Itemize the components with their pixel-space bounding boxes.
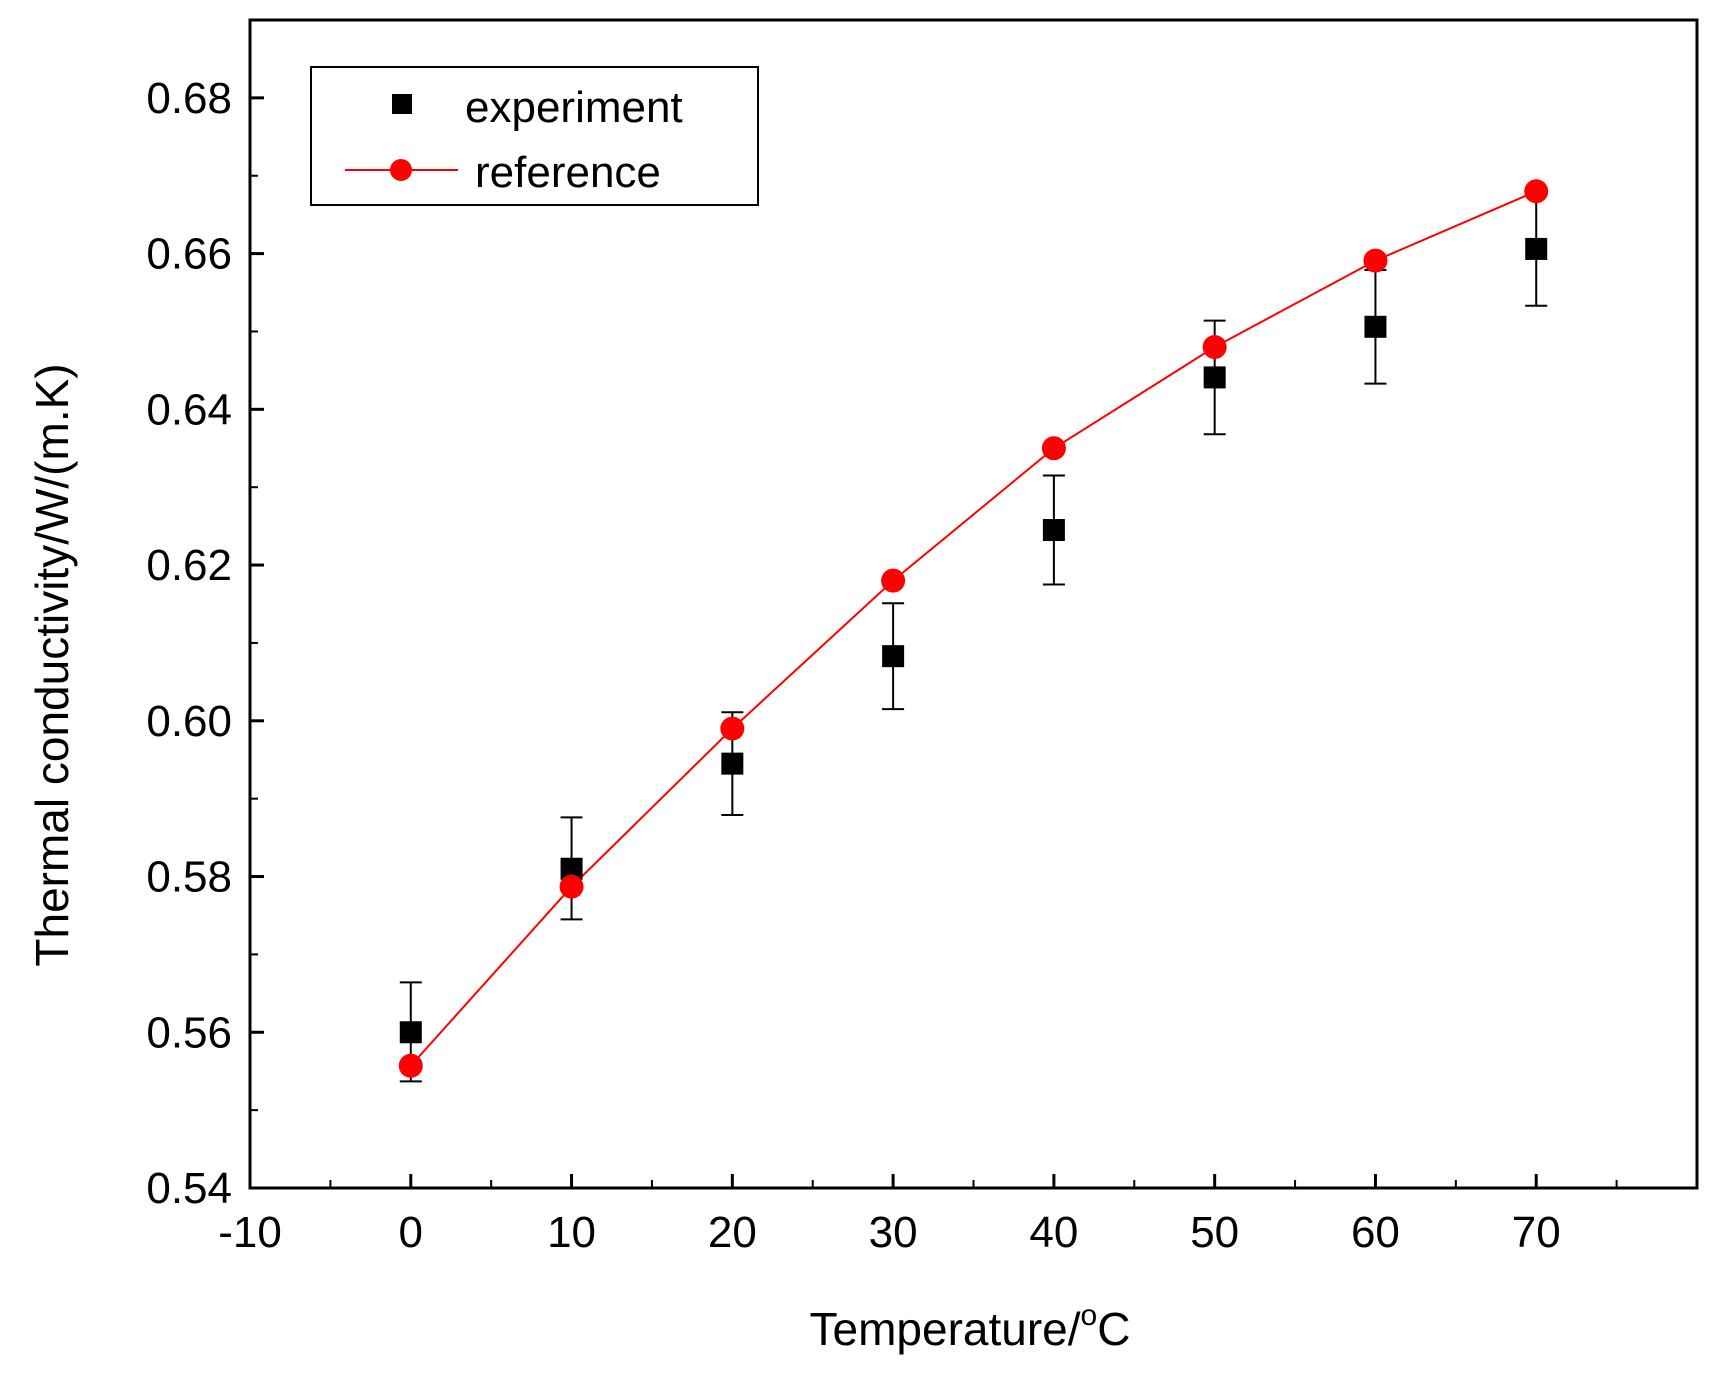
reference-point	[1041, 436, 1066, 461]
x-tick-label: 60	[1351, 1208, 1400, 1257]
reference-point	[1363, 248, 1388, 273]
x-tick-label: 30	[869, 1208, 918, 1257]
reference-point	[559, 874, 584, 899]
y-axis-title: Thermal conductivity/W/(m.K)	[26, 363, 78, 966]
reference-point	[1202, 335, 1227, 360]
x-tick-label: 70	[1512, 1208, 1561, 1257]
x-tick-label: 20	[708, 1208, 757, 1257]
reference-series-line	[410, 190, 1537, 1067]
reference-point	[398, 1053, 423, 1078]
reference-line	[410, 190, 1537, 1067]
y-tick-label: 0.64	[146, 385, 232, 434]
x-tick-label: 10	[547, 1208, 596, 1257]
legend: experiment reference	[310, 66, 759, 206]
reference-point	[881, 568, 906, 593]
x-tick-label: -10	[218, 1208, 282, 1257]
y-axis-ticks: 0.54 0.56 0.58 0.60 0.62 0.64 0.66 0.68	[146, 74, 264, 1213]
x-axis-title: Temperature/oC	[810, 1299, 1131, 1355]
y-tick-label: 0.62	[146, 541, 232, 590]
y-tick-label: 0.60	[146, 697, 232, 746]
experiment-point	[721, 752, 744, 775]
reference-series-points	[398, 179, 1549, 1078]
x-axis-ticks: -10 0 10 20 30 40 50 60 70	[218, 1174, 1618, 1257]
y-tick-label: 0.56	[146, 1008, 232, 1057]
x-axis-title-main: Temperature/	[810, 1303, 1081, 1355]
y-tick-label: 0.54	[146, 1164, 232, 1213]
legend-box	[310, 66, 759, 206]
reference-point	[1524, 179, 1549, 204]
y-tick-label: 0.58	[146, 853, 232, 902]
y-tick-label: 0.66	[146, 230, 232, 279]
x-tick-label: 50	[1190, 1208, 1239, 1257]
x-axis-title-degree: o	[1081, 1299, 1098, 1332]
x-tick-label: 40	[1029, 1208, 1078, 1257]
experiment-point	[882, 645, 905, 668]
experiment-point	[560, 857, 583, 880]
legend-experiment-marker	[392, 94, 412, 114]
experiment-series	[399, 190, 1548, 1083]
legend-reference-label: reference	[475, 148, 661, 197]
experiment-point	[1364, 315, 1387, 338]
legend-reference-marker	[390, 159, 412, 181]
x-tick-label: 0	[399, 1208, 423, 1257]
experiment-point	[1525, 237, 1548, 260]
experiment-point	[1203, 366, 1226, 389]
reference-point	[720, 716, 745, 741]
legend-experiment-label: experiment	[465, 83, 683, 132]
y-tick-label: 0.68	[146, 74, 232, 123]
experiment-point	[1042, 519, 1065, 542]
experiment-point	[399, 1021, 422, 1044]
x-axis-title-unit: C	[1097, 1303, 1130, 1355]
